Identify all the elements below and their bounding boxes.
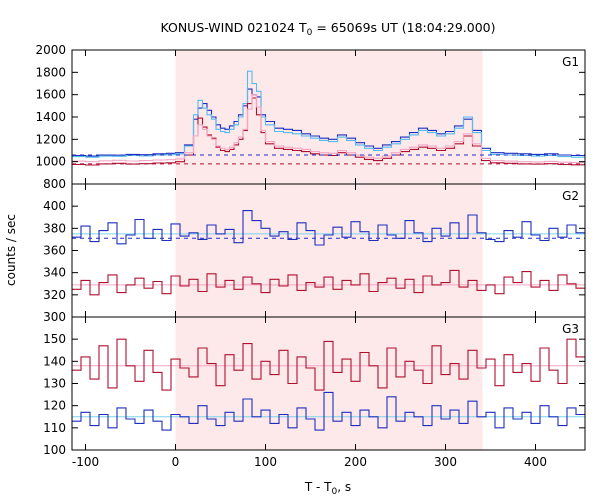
y-tick-label: 1200 bbox=[35, 132, 66, 146]
y-tick-label: 1400 bbox=[35, 110, 66, 124]
lightcurve-series-2 bbox=[72, 269, 585, 296]
lightcurve-series-1 bbox=[72, 210, 585, 246]
y-tick-label: 300 bbox=[43, 310, 66, 324]
y-tick-label: 1000 bbox=[35, 155, 66, 169]
x-tick-label: 300 bbox=[434, 455, 457, 469]
x-tick-label: -100 bbox=[72, 455, 99, 469]
data-layer bbox=[72, 70, 585, 166]
highlight-region bbox=[175, 317, 483, 450]
y-tick-label: 320 bbox=[43, 288, 66, 302]
chart-title: KONUS-WIND 021024 T0 = 65069s UT (18:04:… bbox=[160, 20, 495, 38]
y-tick-label: 1800 bbox=[35, 65, 66, 79]
panel-g1: 800 1000 1200 1400 1600 1800 2000 G1 bbox=[35, 43, 586, 191]
y-tick-label: 340 bbox=[43, 266, 66, 280]
y-tick-label: 800 bbox=[43, 177, 66, 191]
x-tick-label: 0 bbox=[172, 455, 180, 469]
panel-g2: 300 320 340 360 380 400 G2 bbox=[43, 183, 586, 324]
y-tick-label: 2000 bbox=[35, 43, 66, 57]
y-tick-label: 100 bbox=[43, 443, 66, 457]
panel-label: G3 bbox=[562, 322, 579, 336]
y-tick-label: 140 bbox=[43, 354, 66, 368]
data-layer bbox=[72, 210, 585, 296]
lightcurve-series-4 bbox=[72, 94, 585, 164]
panel-label: G2 bbox=[562, 189, 579, 203]
panel-g3: 100 110 120 130 140 150 G3 bbox=[43, 316, 586, 457]
x-tick-label: 200 bbox=[344, 455, 367, 469]
panel-label: G1 bbox=[562, 55, 579, 69]
lightcurve-series-2 bbox=[72, 391, 585, 431]
y-tick-label: 380 bbox=[43, 221, 66, 235]
y-tick-label: 120 bbox=[43, 399, 66, 413]
x-tick-label: 400 bbox=[524, 455, 547, 469]
x-tick-label: 100 bbox=[254, 455, 277, 469]
y-tick-label: 150 bbox=[43, 332, 66, 346]
y-tick-label: 1600 bbox=[35, 88, 66, 102]
highlight-region bbox=[175, 50, 483, 184]
y-tick-label: 130 bbox=[43, 377, 66, 391]
plot-panels: 800100012001400160018002000G130032034036… bbox=[35, 43, 586, 469]
lightcurve-series-1 bbox=[72, 338, 585, 391]
data-layer bbox=[72, 338, 585, 431]
y-tick-label: 360 bbox=[43, 244, 66, 258]
y-axis-label: counts / sec bbox=[4, 214, 18, 286]
y-tick-label: 110 bbox=[43, 421, 66, 435]
y-tick-label: 400 bbox=[43, 199, 66, 213]
x-axis-label: T - T0, s bbox=[304, 480, 351, 497]
highlight-region bbox=[175, 184, 483, 317]
